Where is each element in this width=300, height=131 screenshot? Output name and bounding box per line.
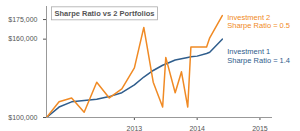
svg-text:$160,000: $160,000	[8, 35, 37, 42]
svg-text:$100,000: $100,000	[8, 114, 37, 121]
svg-text:Sharpe Ratio vs 2 Portfolios: Sharpe Ratio vs 2 Portfolios	[55, 9, 155, 18]
svg-text:2014: 2014	[189, 125, 205, 131]
svg-text:2013: 2013	[127, 125, 143, 131]
svg-text:Investment 2Sharpe Ratio = 0.5: Investment 2Sharpe Ratio = 0.5	[227, 13, 290, 31]
svg-text:2015: 2015	[252, 125, 268, 131]
svg-text:Investment 1Sharpe Ratio = 1.4: Investment 1Sharpe Ratio = 1.4	[227, 47, 290, 65]
svg-text:$175,000: $175,000	[8, 16, 37, 23]
